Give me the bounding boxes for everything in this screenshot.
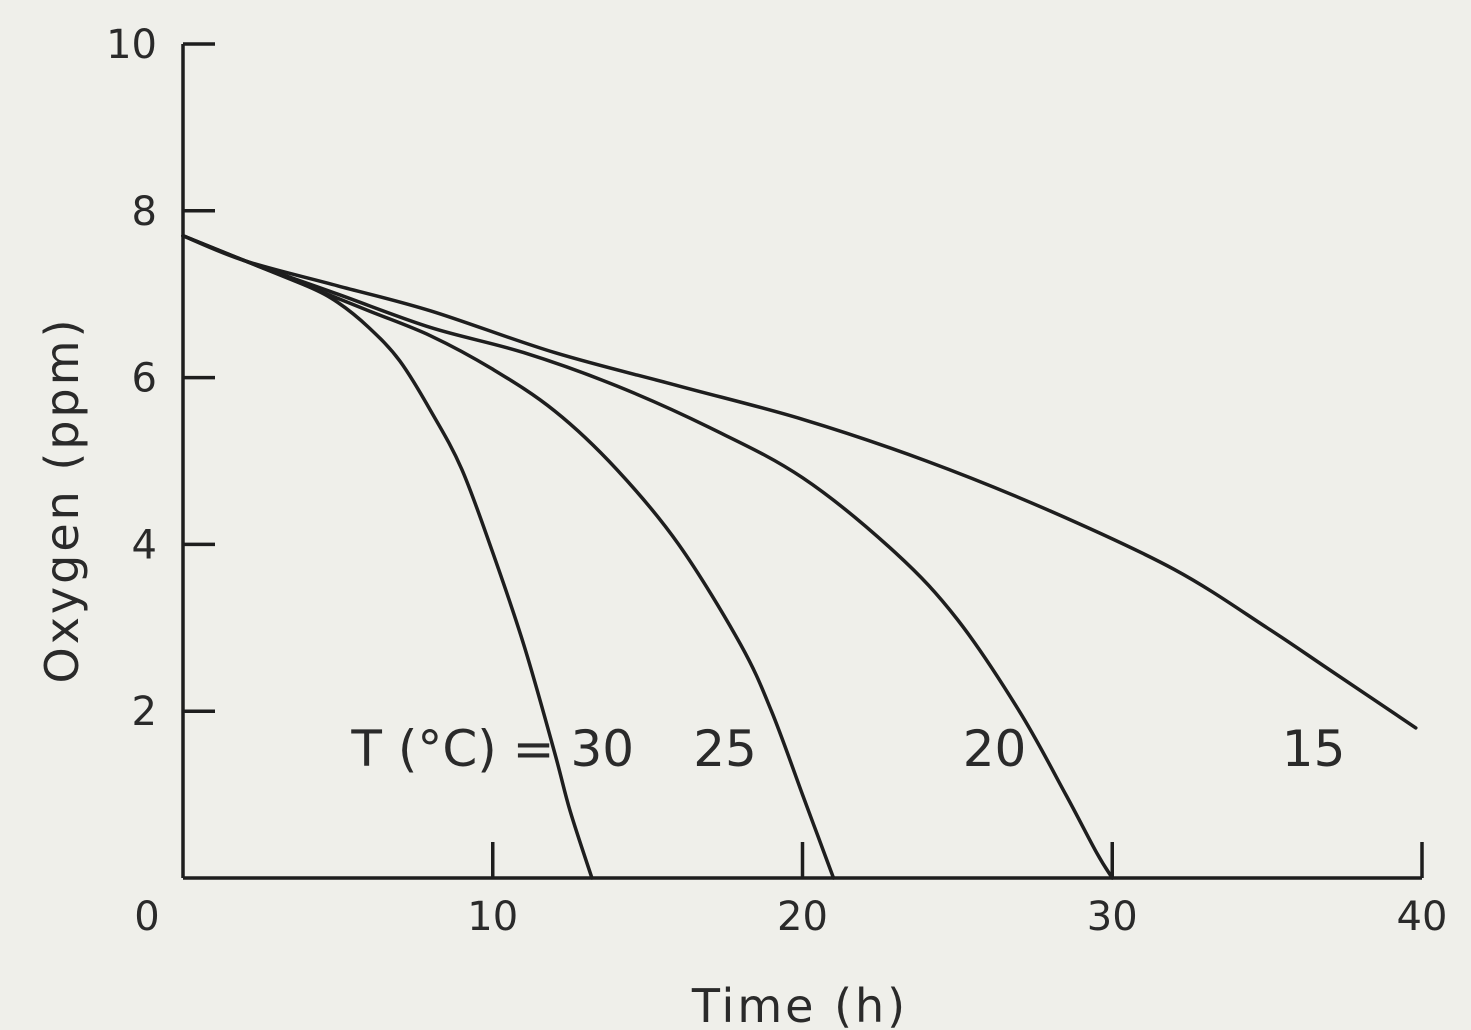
x-axis-title: Time (h) — [691, 979, 908, 1030]
y-axis-title: Oxygen (ppm) — [35, 316, 89, 683]
series-label-25: 25 — [693, 720, 757, 778]
axis-ticks: 2 4 6 8 10 10 20 30 40 0 — [106, 22, 1447, 940]
y-tick-label: 4 — [132, 522, 157, 568]
series-curve-20 — [181, 234, 1115, 880]
x-tick-label: 20 — [777, 894, 828, 940]
series-curve-15 — [181, 234, 1418, 730]
x-tick-label: 40 — [1397, 894, 1448, 940]
y-tick-label: 8 — [132, 189, 157, 235]
series-labels: T (°C) = 30 25 20 15 — [350, 720, 1345, 778]
x-tick-label: 30 — [1087, 894, 1138, 940]
series-curve-25 — [181, 234, 836, 880]
series-label-30: T (°C) = 30 — [350, 720, 634, 778]
series-label-20: 20 — [963, 720, 1027, 778]
x-tick-label: 10 — [467, 894, 518, 940]
y-tick-label: 2 — [132, 689, 157, 735]
y-tick-label: 10 — [106, 22, 157, 68]
series-curves — [181, 234, 1418, 880]
series-curve-30 — [181, 234, 594, 880]
series-label-15: 15 — [1282, 720, 1346, 778]
origin-label: 0 — [134, 894, 159, 940]
y-tick-label: 6 — [132, 356, 157, 402]
